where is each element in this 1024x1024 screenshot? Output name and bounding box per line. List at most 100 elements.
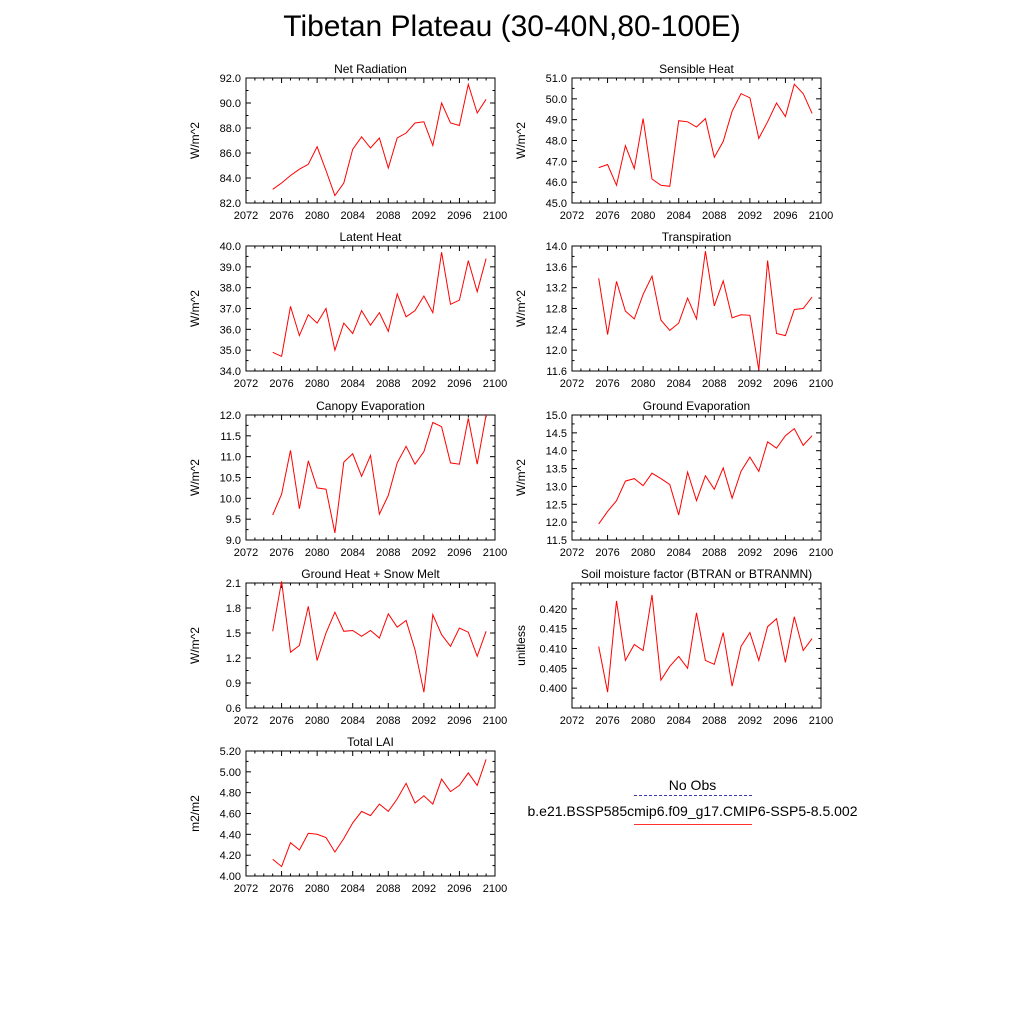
x-tick-label: 2084 <box>340 547 364 559</box>
panel-title: Ground Heat + Snow Melt <box>301 567 440 581</box>
y-tick-label: 38.0 <box>220 283 241 295</box>
y-tick-label: 36.0 <box>220 324 241 336</box>
x-tick-label: 2096 <box>773 210 797 222</box>
y-tick-label: 4.00 <box>220 871 241 883</box>
plot-frame <box>571 245 822 372</box>
x-tick-label: 2092 <box>412 715 436 727</box>
x-tick-label: 2072 <box>234 378 258 390</box>
plot-frame <box>571 77 822 204</box>
x-tick-label: 2080 <box>631 378 655 390</box>
y-tick-label: 14.0 <box>546 446 567 458</box>
x-tick-label: 2072 <box>234 715 258 727</box>
y-tick-label: 4.80 <box>220 788 241 800</box>
y-tick-label: 11.6 <box>546 366 567 378</box>
y-tick-label: 11.5 <box>546 535 567 547</box>
x-tick-label: 2072 <box>234 547 258 559</box>
panel-1: 2072 2076 2080 2084 2088 2092 2096 2100 82.0 84.0… <box>188 62 507 222</box>
series-line <box>272 759 487 868</box>
x-tick-label: 2072 <box>560 547 584 559</box>
x-tick-label: 2092 <box>738 378 762 390</box>
x-tick-label: 2088 <box>376 883 400 895</box>
y-tick-label: 10.5 <box>220 473 241 485</box>
panel-7: 2072 2076 2080 2084 2088 2092 2096 2100 0.6 0.9 1.… <box>188 567 507 727</box>
y-tick-label: 0.415 <box>539 624 567 636</box>
legend-obs-line <box>633 795 752 796</box>
y-tick-label: 88.0 <box>220 123 241 135</box>
y-tick-label: 84.0 <box>220 173 241 185</box>
y-axis-label: W/m^2 <box>514 290 528 327</box>
y-tick-label: 5.20 <box>220 746 241 758</box>
x-tick-label: 2080 <box>631 715 655 727</box>
x-tick-label: 2100 <box>483 883 507 895</box>
panel-9: 2072 2076 2080 2084 2088 2092 2096 2100 4.00 4.20… <box>188 735 507 895</box>
y-tick-label: 86.0 <box>220 148 241 160</box>
y-tick-label: 51.0 <box>546 73 567 85</box>
y-tick-label: 46.0 <box>546 177 567 189</box>
y-tick-label: 0.6 <box>226 703 241 715</box>
y-tick-label: 34.0 <box>220 366 241 378</box>
y-tick-label: 12.5 <box>546 499 567 511</box>
x-tick-label: 2096 <box>773 378 797 390</box>
x-tick-label: 2088 <box>376 715 400 727</box>
x-tick-label: 2096 <box>773 715 797 727</box>
x-tick-label: 2100 <box>483 547 507 559</box>
y-tick-label: 10.0 <box>220 493 241 505</box>
legend-model-line <box>633 824 752 825</box>
panel-title: Ground Evaporation <box>643 399 750 413</box>
x-tick-label: 2100 <box>809 378 833 390</box>
y-tick-label: 13.6 <box>546 262 567 274</box>
x-tick-label: 2092 <box>412 547 436 559</box>
y-tick-label: 15.0 <box>546 410 567 422</box>
x-tick-label: 2096 <box>447 883 471 895</box>
panel-4: 2072 2076 2080 2084 2088 2092 2096 2100 11.6 12.0… <box>514 230 833 390</box>
y-tick-label: 0.420 <box>539 604 567 616</box>
x-tick-label: 2080 <box>305 715 329 727</box>
x-tick-label: 2072 <box>234 883 258 895</box>
plot-frame <box>245 582 496 709</box>
y-tick-label: 2.1 <box>226 578 241 590</box>
x-tick-label: 2096 <box>773 547 797 559</box>
y-tick-label: 12.4 <box>546 324 567 336</box>
x-tick-label: 2072 <box>560 210 584 222</box>
y-tick-label: 12.0 <box>546 345 567 357</box>
y-axis-label: m2/m2 <box>188 795 202 832</box>
x-tick-label: 2100 <box>809 210 833 222</box>
x-tick-label: 2088 <box>376 210 400 222</box>
y-tick-label: 1.8 <box>226 603 241 615</box>
y-axis-label: unitless <box>514 625 528 666</box>
x-tick-label: 2084 <box>340 210 364 222</box>
x-tick-label: 2088 <box>702 210 726 222</box>
x-tick-label: 2076 <box>595 715 619 727</box>
y-axis-label: W/m^2 <box>188 122 202 159</box>
panel-2: 2072 2076 2080 2084 2088 2092 2096 2100 45.0 46.0… <box>514 62 833 222</box>
series-line <box>272 414 487 533</box>
series-line <box>598 594 813 693</box>
plot-frame <box>571 414 822 541</box>
y-tick-label: 45.0 <box>546 198 567 210</box>
x-tick-label: 2092 <box>738 210 762 222</box>
panel-3: 2072 2076 2080 2084 2088 2092 2096 2100 34.0 35.0… <box>188 230 507 390</box>
y-axis-label: W/m^2 <box>514 459 528 496</box>
y-tick-label: 39.0 <box>220 262 241 274</box>
x-tick-label: 2080 <box>305 210 329 222</box>
panel-title: Transpiration <box>662 230 732 244</box>
x-tick-label: 2080 <box>631 547 655 559</box>
x-tick-label: 2096 <box>447 210 471 222</box>
x-tick-label: 2080 <box>305 547 329 559</box>
x-tick-label: 2096 <box>447 378 471 390</box>
x-tick-label: 2092 <box>738 547 762 559</box>
y-tick-label: 1.5 <box>226 628 241 640</box>
x-tick-label: 2076 <box>269 715 293 727</box>
x-tick-label: 2076 <box>269 210 293 222</box>
x-tick-label: 2096 <box>447 715 471 727</box>
x-tick-label: 2076 <box>269 378 293 390</box>
y-tick-label: 13.5 <box>546 464 567 476</box>
x-tick-label: 2076 <box>269 547 293 559</box>
panel-title: Sensible Heat <box>659 62 734 76</box>
x-tick-label: 2100 <box>483 715 507 727</box>
y-tick-label: 14.0 <box>546 241 567 253</box>
page-title: Tibetan Plateau (30-40N,80-100E) <box>283 10 741 43</box>
x-tick-label: 2084 <box>666 715 690 727</box>
y-tick-label: 92.0 <box>220 73 241 85</box>
panel-title: Net Radiation <box>334 62 407 76</box>
